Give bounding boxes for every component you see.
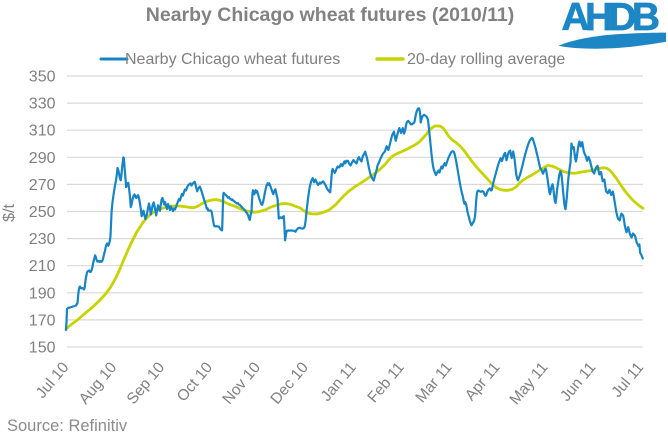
svg-text:290: 290 [29, 150, 56, 167]
svg-text:230: 230 [29, 231, 56, 248]
svg-text:310: 310 [29, 123, 56, 140]
svg-text:AHDB: AHDB [562, 0, 661, 39]
svg-text:20-day rolling average: 20-day rolling average [407, 51, 565, 68]
svg-text:190: 190 [29, 285, 56, 302]
svg-text:270: 270 [29, 177, 56, 194]
svg-text:Nearby Chicago wheat futures: Nearby Chicago wheat futures [125, 51, 340, 68]
svg-text:350: 350 [29, 69, 56, 86]
svg-text:Source: Refinitiv: Source: Refinitiv [7, 417, 128, 435]
svg-text:Nearby Chicago wheat futures (: Nearby Chicago wheat futures (2010/11) [146, 4, 514, 26]
svg-text:170: 170 [29, 312, 56, 329]
svg-text:$/t: $/t [1, 204, 18, 222]
svg-text:330: 330 [29, 96, 56, 113]
svg-text:210: 210 [29, 258, 56, 275]
svg-text:150: 150 [29, 340, 56, 357]
svg-text:250: 250 [29, 204, 56, 221]
